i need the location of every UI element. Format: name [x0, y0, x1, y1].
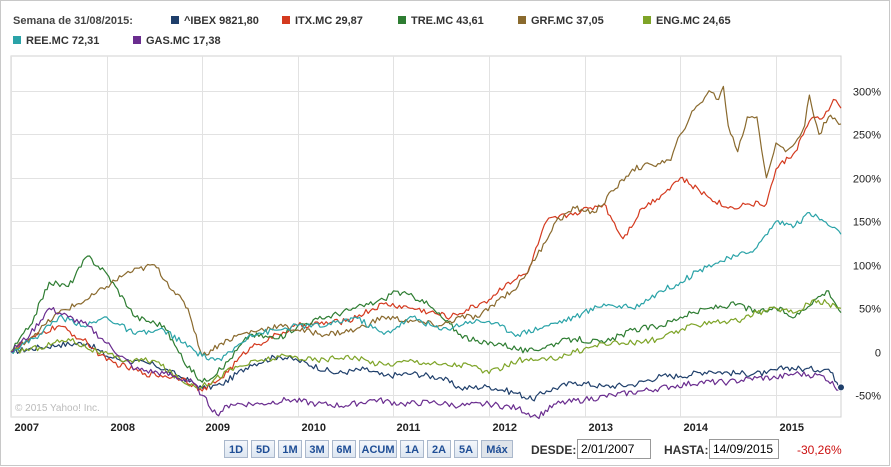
series-line-tremc [10, 255, 842, 383]
y-tick-label: 250% [853, 130, 881, 142]
legend-item-eng[interactable]: ENG.MC 24,65 [643, 15, 731, 27]
legend-label-gas: GAS.MC 17,38 [146, 35, 221, 47]
range-button-5a[interactable]: 5A [454, 440, 478, 458]
range-button-1a[interactable]: 1A [400, 440, 424, 458]
range-button-3m[interactable]: 3M [305, 440, 329, 458]
range-button-1m[interactable]: 1M [278, 440, 302, 458]
series-end-marker [837, 383, 845, 392]
legend-swatch-tre [398, 16, 406, 24]
copyright-text: © 2015 Yahoo! Inc. [15, 403, 100, 414]
legend-row-1: Semana de 31/08/2015: ^IBEX 9821,80 ITX.… [11, 15, 841, 35]
series-line-ibex [10, 341, 842, 402]
y-tick-label: 100% [853, 261, 881, 273]
x-tick-label: 2008 [111, 422, 135, 434]
legend-item-itx[interactable]: ITX.MC 29,87 [282, 15, 363, 27]
to-label: HASTA: [664, 443, 709, 457]
y-tick-label: 200% [853, 174, 881, 186]
legend-label-itx: ITX.MC 29,87 [295, 15, 363, 27]
legend-swatch-itx [282, 16, 290, 24]
x-tick-label: 2014 [684, 422, 709, 434]
legend-item-ibex[interactable]: ^IBEX 9821,80 [171, 15, 259, 27]
x-tick-label: 2007 [15, 422, 39, 434]
legend-swatch-ibex [171, 16, 179, 24]
legend-label-eng: ENG.MC 24,65 [656, 15, 731, 27]
legend-label-ibex: ^IBEX 9821,80 [184, 15, 259, 27]
range-button-max[interactable]: Máx [481, 440, 513, 458]
series-line-itxmc [10, 98, 842, 392]
y-tick-label: 0 [875, 348, 881, 360]
x-tick-label: 2013 [589, 422, 613, 434]
chart-legend: Semana de 31/08/2015: ^IBEX 9821,80 ITX.… [11, 15, 841, 55]
legend-row-2: REE.MC 72,31 GAS.MC 17,38 [11, 35, 841, 55]
legend-item-gas[interactable]: GAS.MC 17,38 [133, 35, 221, 47]
from-date-input[interactable] [577, 439, 651, 459]
series-line-reemc [10, 212, 842, 362]
range-button-2a[interactable]: 2A [427, 440, 451, 458]
to-date-input[interactable] [709, 439, 779, 459]
series-line-engmc [10, 299, 842, 389]
legend-item-grf[interactable]: GRF.MC 37,05 [518, 15, 604, 27]
series-line-gasmc [10, 307, 842, 420]
range-button-acum[interactable]: ACUM [359, 440, 397, 458]
x-tick-label: 2009 [206, 422, 230, 434]
from-label: DESDE: [531, 443, 577, 457]
x-tick-label: 2010 [302, 422, 326, 434]
change-percent: -30,26% [797, 443, 842, 457]
legend-label-grf: GRF.MC 37,05 [531, 15, 604, 27]
x-tick-label: 2011 [397, 422, 421, 434]
y-tick-label: 50% [859, 304, 881, 316]
legend-swatch-grf [518, 16, 526, 24]
y-tick-label: 150% [853, 217, 881, 229]
legend-title: Semana de 31/08/2015: [13, 15, 133, 27]
x-tick-label: 2015 [780, 422, 804, 434]
y-tick-label: -50% [855, 391, 881, 403]
legend-label-ree: REE.MC 72,31 [26, 35, 100, 47]
x-tick-label: 2012 [493, 422, 517, 434]
legend-item-tre[interactable]: TRE.MC 43,61 [398, 15, 484, 27]
range-button-5d[interactable]: 5D [251, 440, 275, 458]
range-button-1d[interactable]: 1D [224, 440, 248, 458]
legend-swatch-ree [13, 36, 21, 44]
legend-swatch-gas [133, 36, 141, 44]
chart-controls: 1D 5D 1M 3M 6M ACUM 1A 2A 5A Máx DESDE: … [1, 437, 891, 463]
range-button-6m[interactable]: 6M [332, 440, 356, 458]
y-tick-label: 300% [853, 87, 881, 99]
line-chart[interactable]: 300% 250% 200% 150% 100% 50% 0 -50% 2007 2008 2009… [1, 1, 891, 437]
legend-label-tre: TRE.MC 43,61 [411, 15, 484, 27]
legend-item-ree[interactable]: REE.MC 72,31 [13, 35, 99, 47]
plot-area [10, 55, 842, 418]
legend-swatch-eng [643, 16, 651, 24]
